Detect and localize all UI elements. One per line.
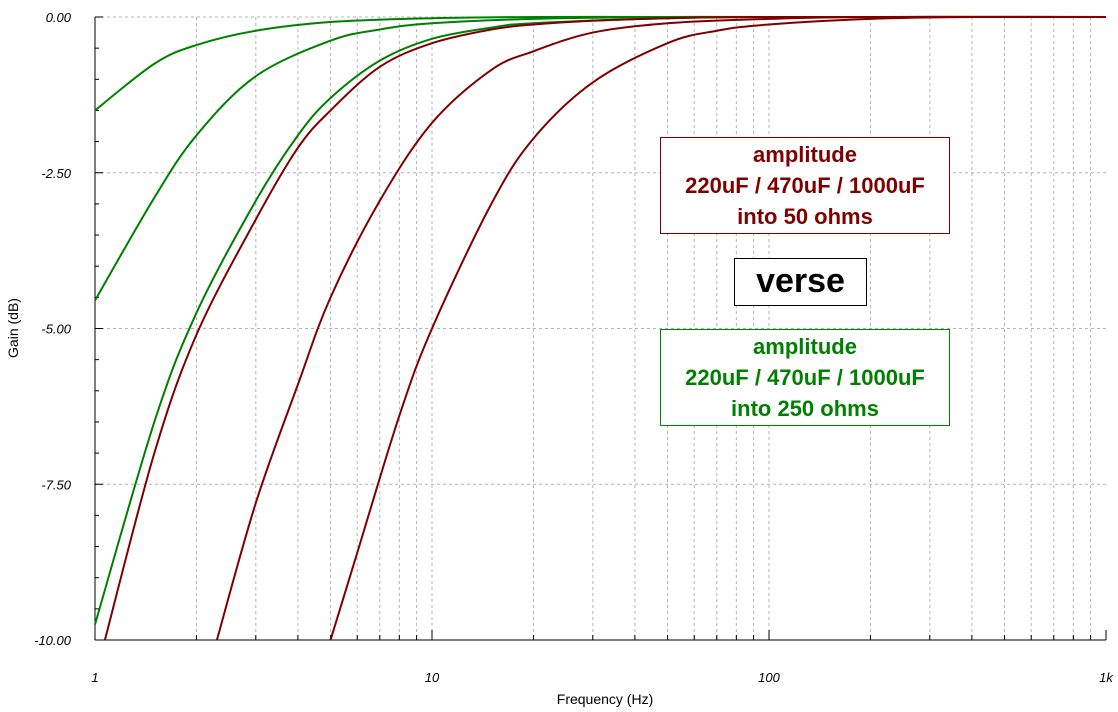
series-lines bbox=[94, 15, 1107, 641]
series-line-6 bbox=[329, 15, 1107, 641]
legend-red-load: into 50 ohms bbox=[737, 204, 873, 229]
verse-label: verse bbox=[734, 258, 867, 306]
y-tick-label: -2.50 bbox=[41, 166, 71, 181]
legend-red-title: amplitude bbox=[753, 142, 857, 167]
series-line-4 bbox=[103, 15, 1107, 641]
legend-green-load: into 250 ohms bbox=[731, 396, 879, 421]
x-tick-label: 10 bbox=[425, 670, 440, 685]
series-line-2 bbox=[94, 15, 1106, 301]
y-tick-label: -10.00 bbox=[34, 633, 72, 648]
legend-50-ohms: amplitude 220uF / 470uF / 1000uF into 50… bbox=[660, 137, 950, 234]
legend-green-caps: 220uF / 470uF / 1000uF bbox=[685, 365, 925, 390]
legend-red-caps: 220uF / 470uF / 1000uF bbox=[685, 173, 925, 198]
grid-lines bbox=[95, 16, 1106, 640]
legend-green-title: amplitude bbox=[753, 334, 857, 359]
tick-labels: 0.00 -2.50 -5.00 -7.50 -10.00 1 10 100 1k bbox=[34, 10, 1114, 685]
x-tick-label: 100 bbox=[758, 670, 780, 685]
y-tick-label: -7.50 bbox=[41, 477, 71, 492]
axes bbox=[94, 16, 1107, 641]
y-tick-label: 0.00 bbox=[46, 10, 72, 25]
series-line-5 bbox=[215, 15, 1107, 641]
y-axis-title: Gain (dB) bbox=[5, 298, 21, 358]
x-tick-label: 1k bbox=[1099, 670, 1114, 685]
y-tick-label: -5.00 bbox=[41, 322, 71, 337]
legend-250-ohms: amplitude 220uF / 470uF / 1000uF into 25… bbox=[660, 329, 950, 426]
x-tick-label: 1 bbox=[91, 670, 98, 685]
x-axis-title: Frequency (Hz) bbox=[557, 691, 653, 707]
